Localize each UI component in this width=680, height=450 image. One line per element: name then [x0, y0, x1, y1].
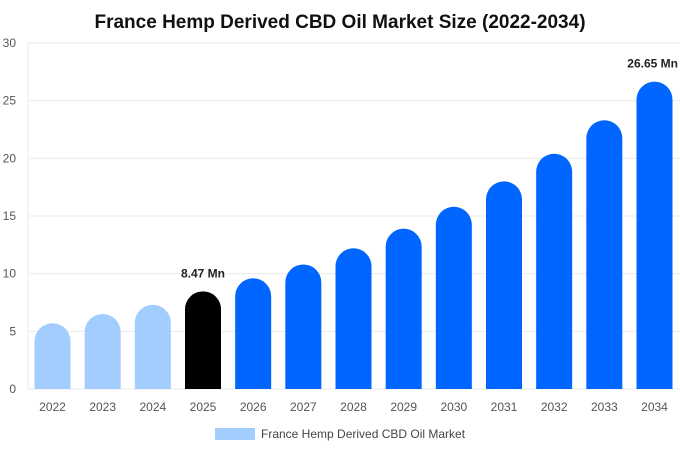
legend-label: France Hemp Derived CBD Oil Market [261, 427, 466, 441]
bar-2029 [385, 228, 422, 389]
chart-title: France Hemp Derived CBD Oil Market Size … [94, 12, 585, 33]
legend: France Hemp Derived CBD Oil Market [215, 427, 466, 441]
x-tick-label: 2029 [390, 400, 417, 414]
bar-2028 [335, 248, 372, 389]
x-tick-label: 2022 [39, 400, 66, 414]
bar-2023 [84, 314, 121, 389]
x-tick-label: 2033 [591, 400, 618, 414]
x-tick-label: 2027 [290, 400, 317, 414]
x-tick-label: 2026 [240, 400, 267, 414]
y-tick-label: 0 [9, 382, 16, 396]
x-tick-label: 2030 [440, 400, 467, 414]
y-tick-label: 5 [9, 324, 16, 338]
bar-2022 [34, 323, 71, 389]
x-tick-label: 2025 [190, 400, 217, 414]
y-axis: 0 5 10 15 20 25 30 [3, 36, 17, 396]
bar-2032 [536, 153, 573, 389]
y-tick-label: 15 [3, 209, 17, 223]
bars [34, 81, 673, 390]
x-tick-label: 2032 [541, 400, 568, 414]
data-label-2025: 8.47 Mn [181, 266, 225, 280]
bar-2033 [586, 120, 623, 390]
bar-2034 [636, 81, 673, 390]
x-tick-label: 2028 [340, 400, 367, 414]
bar-2026 [235, 278, 272, 389]
y-tick-label: 30 [3, 36, 17, 50]
bar-2031 [486, 181, 522, 389]
x-tick-label: 2031 [491, 400, 518, 414]
y-tick-label: 20 [3, 151, 17, 165]
x-axis: 2022 2023 2024 2025 2026 2027 2028 2029 2030 2031… [39, 400, 668, 414]
y-tick-label: 25 [3, 94, 17, 108]
x-tick-label: 2024 [139, 400, 166, 414]
data-label-2034: 26.65 Mn [627, 57, 678, 71]
bar-2025 [185, 291, 221, 389]
data-labels: 8.47 Mn 26.65 Mn [181, 57, 678, 281]
x-tick-label: 2034 [641, 400, 668, 414]
x-tick-label: 2023 [89, 400, 116, 414]
bar-2030 [435, 206, 472, 389]
bar-2024 [134, 304, 171, 389]
legend-swatch [215, 428, 255, 440]
y-tick-label: 10 [3, 267, 17, 281]
bar-2027 [285, 264, 322, 389]
